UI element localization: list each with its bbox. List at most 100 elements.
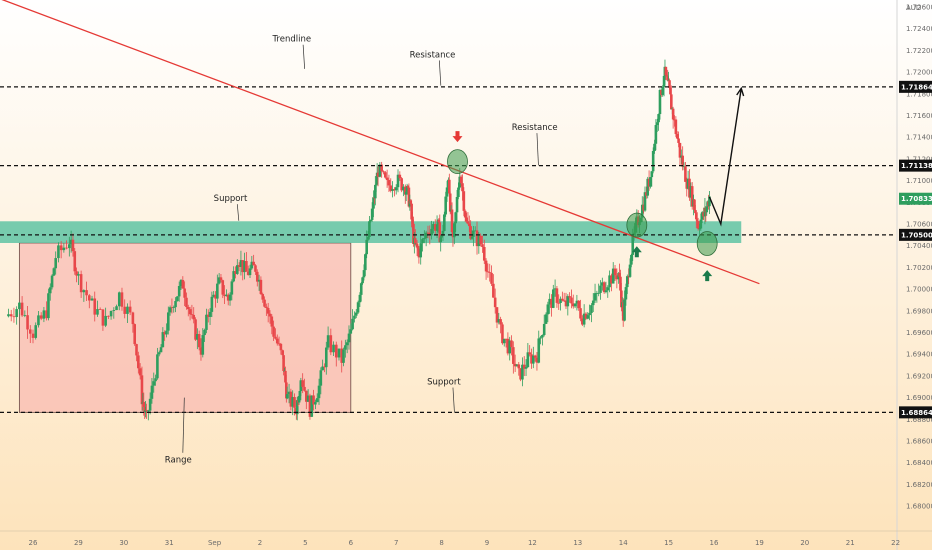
- candle-body: [441, 230, 445, 236]
- candle-body: [448, 193, 452, 212]
- candle-body: [305, 390, 308, 402]
- candle-body: [69, 239, 73, 245]
- candle-body: [684, 166, 687, 182]
- candle-body: [470, 236, 474, 239]
- candle-body: [528, 352, 531, 355]
- candle-body: [694, 213, 698, 220]
- label-leader: [302, 44, 305, 69]
- candle-body: [142, 401, 146, 408]
- annotations-layer: Trendline Resistance Resistance Support Supp…: [165, 35, 558, 466]
- candle-body: [87, 295, 91, 301]
- candle-body: [319, 370, 323, 386]
- candle-body: [387, 180, 391, 186]
- candle-body: [508, 340, 511, 354]
- price-tag-resistance: 1.71864: [901, 83, 932, 91]
- price-tag-support-bg: [899, 228, 932, 241]
- candle-body: [618, 273, 621, 277]
- candle-body: [317, 385, 321, 399]
- label-support-bottom: Support: [427, 378, 461, 388]
- candle-body: [482, 246, 486, 261]
- label-resistance-top: Resistance: [410, 50, 456, 60]
- candle-body: [588, 312, 591, 316]
- candle-body: [219, 277, 223, 281]
- price-tick-label: 1.68800: [906, 416, 932, 424]
- candle-body: [353, 315, 356, 319]
- candle-body: [216, 283, 219, 299]
- candle-body: [148, 398, 152, 411]
- price-tag-support-bg: [899, 406, 932, 419]
- candle-body: [590, 305, 593, 313]
- time-tick-label: 6: [349, 539, 354, 547]
- candle-body: [413, 238, 417, 244]
- candle-body: [45, 310, 48, 319]
- time-tick-label: 21: [846, 539, 855, 547]
- marker-circle: [696, 231, 718, 256]
- time-axis[interactable]: 26 29 30 31 Sep 2 5 6 7 8 9 12 13 14 15 16 19 20 21 22: [0, 530, 932, 547]
- candle-body: [342, 349, 345, 363]
- candle-body: [677, 138, 680, 143]
- candle-body: [272, 326, 275, 337]
- candle-body: [321, 366, 324, 371]
- time-tick-label: 9: [485, 539, 489, 547]
- candle-body: [192, 314, 196, 320]
- candle-body: [492, 283, 495, 298]
- candle-body: [615, 275, 619, 280]
- candle-body: [610, 275, 613, 284]
- price-tick-label: 1.71000: [906, 177, 932, 185]
- candle-body: [393, 189, 396, 191]
- candle-body: [522, 364, 526, 369]
- candle-body: [172, 307, 176, 308]
- candle-body: [291, 397, 294, 407]
- price-tick-label: 1.68400: [906, 459, 932, 467]
- candle-body: [382, 171, 385, 173]
- candle-body: [430, 228, 433, 236]
- candle-body: [398, 174, 402, 179]
- candle-body: [670, 94, 673, 110]
- candle-body: [630, 254, 633, 265]
- candle-body: [385, 177, 389, 181]
- projection-path: [708, 88, 742, 227]
- time-tick-label: 8: [439, 539, 443, 547]
- candle-body: [542, 323, 546, 336]
- candle-body: [443, 214, 446, 231]
- price-tick-label: 1.70000: [906, 286, 932, 294]
- candle-body: [389, 185, 393, 191]
- candle-body: [681, 155, 684, 167]
- candle-body: [234, 271, 237, 274]
- candle-body: [332, 344, 335, 353]
- candle-body: [570, 297, 573, 304]
- price-tick-label: 1.70200: [906, 264, 932, 272]
- candle-body: [199, 347, 203, 355]
- candle-body: [557, 302, 561, 304]
- candle-body: [488, 272, 492, 273]
- price-axis[interactable]: AUD1.726001.724001.722001.720001.718001.…: [896, 0, 932, 550]
- candle-body: [599, 285, 602, 293]
- candle-body: [42, 310, 46, 319]
- candle-body: [147, 410, 150, 412]
- candle-body: [208, 311, 212, 317]
- candle-body: [515, 364, 519, 367]
- candle-body: [699, 219, 703, 229]
- candle-body: [411, 219, 414, 224]
- candle-body: [662, 75, 666, 87]
- label-support-zone: Support: [214, 194, 248, 204]
- candle-body: [177, 285, 181, 297]
- candle-body: [412, 223, 415, 244]
- candle-body: [376, 172, 380, 177]
- candle-body: [664, 66, 668, 76]
- candle-body: [140, 375, 144, 405]
- candle-body: [623, 299, 626, 321]
- candle-body: [263, 299, 266, 307]
- candle-body: [210, 296, 214, 312]
- candle-body: [675, 134, 679, 139]
- candle-body: [312, 395, 315, 405]
- candle-body: [688, 178, 691, 198]
- candle-body: [564, 300, 568, 307]
- candle-body: [334, 344, 338, 358]
- candle-body: [156, 354, 159, 379]
- candle-body: [461, 183, 464, 192]
- candle-body: [266, 307, 270, 314]
- candle-body: [7, 314, 10, 317]
- price-tick-label: 1.71800: [906, 90, 932, 98]
